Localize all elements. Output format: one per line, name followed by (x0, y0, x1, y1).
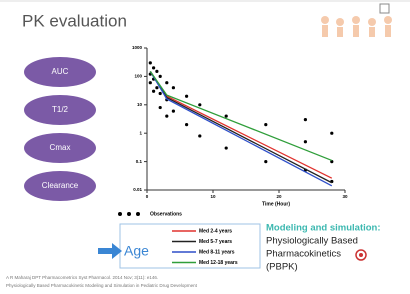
y-tick-label: 100 (134, 74, 142, 79)
observation (198, 134, 201, 137)
parameter-label: Clearance (42, 181, 79, 190)
observation (225, 115, 228, 118)
observation (165, 81, 168, 84)
observation (172, 86, 175, 89)
modeling-heading: Modeling and simulation: (266, 223, 381, 234)
observation (264, 123, 267, 126)
observation (149, 61, 152, 64)
observation (149, 81, 152, 84)
observation (159, 106, 162, 109)
observation (304, 118, 307, 121)
legend-label: Med 5-7 years (199, 239, 232, 245)
parameter-label: T1/2 (52, 105, 69, 114)
decoration (321, 16, 392, 37)
legend-marker (118, 212, 122, 216)
observation (152, 66, 155, 69)
parameter-label: AUC (52, 67, 69, 76)
observation (159, 92, 162, 95)
citation: Physiologically Based Pharmacokinetic Mo… (6, 283, 198, 288)
parameter-label: Cmax (50, 143, 71, 152)
x-tick-label: 0 (146, 194, 149, 199)
slide: PK evaluation Age Modeling and simulatio… (0, 0, 410, 294)
observation (198, 103, 201, 106)
observation (330, 132, 333, 135)
legend-label: Med 12-18 years (199, 260, 238, 266)
x-tick-label: 30 (342, 194, 348, 199)
y-tick-label: 0.01 (133, 187, 142, 192)
y-tick-label: 10 (137, 102, 143, 107)
legend-label: Med 2-4 years (199, 228, 232, 234)
slide-title: PK evaluation (22, 11, 127, 30)
observation (155, 86, 158, 89)
y-tick-label: 1000 (132, 45, 143, 50)
y-tick-label: 1 (139, 130, 142, 135)
x-axis-label: Time (Hour) (262, 201, 290, 207)
y-tick-label: 0.1 (136, 159, 143, 164)
series-line (150, 71, 331, 182)
observation (172, 110, 175, 113)
legend-marker (136, 212, 140, 216)
corner-handle (380, 4, 389, 13)
x-tick-label: 20 (276, 194, 282, 199)
legend-marker (127, 212, 131, 216)
x-tick-label: 10 (210, 194, 216, 199)
age-label: Age (124, 243, 149, 259)
observation (185, 123, 188, 126)
modeling-line: Physiologically Based (266, 236, 358, 247)
modeling-line: Pharmacokinetics (266, 249, 341, 260)
icon (359, 253, 363, 257)
observation (264, 160, 267, 163)
legend-label: Med 8-11 years (199, 249, 235, 255)
series-line (150, 71, 331, 160)
modeling-line: (PBPK) (266, 262, 298, 273)
observation (155, 70, 158, 73)
observation (152, 90, 155, 93)
arrow (98, 243, 122, 259)
citation: A R Maharaj DPT Pharmacometrics Syst Pha… (6, 275, 158, 280)
observation (185, 95, 188, 98)
legend-label: Observations (150, 211, 182, 217)
observation (159, 75, 162, 78)
observation (165, 115, 168, 118)
observation (304, 140, 307, 143)
observation (225, 146, 228, 149)
